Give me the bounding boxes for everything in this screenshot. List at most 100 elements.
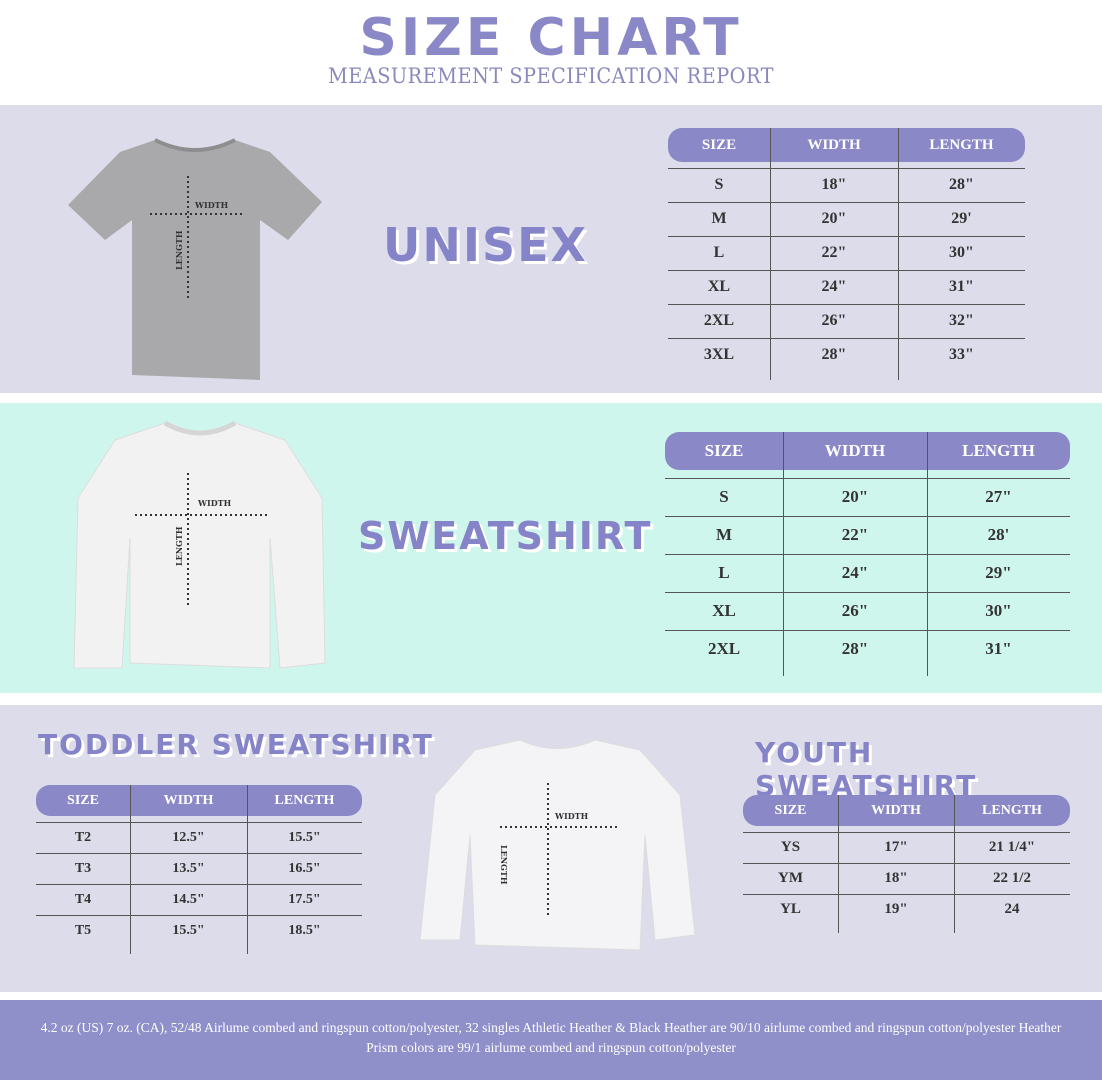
length-cell: 30"	[985, 601, 1012, 620]
row-divider	[743, 863, 1070, 864]
width-cell: 22"	[841, 525, 869, 544]
length-cell: 24	[1004, 901, 1020, 917]
width-cell: 18"	[884, 870, 908, 886]
row-divider	[36, 853, 362, 854]
table-row: XL 24" 31"	[668, 270, 1025, 304]
width-cell: 20"	[841, 487, 869, 506]
length-cell: 16.5"	[288, 860, 321, 876]
youth-title: YOUTH SWEATSHIRT	[755, 736, 978, 802]
size-cell: T2	[74, 829, 92, 845]
table-row: L 24" 29"	[665, 554, 1070, 592]
unisex-title: UNISEX	[383, 218, 588, 272]
size-cell: L	[718, 563, 730, 582]
row-divider	[36, 884, 362, 885]
column-header: LENGTH	[274, 792, 335, 808]
page-subtitle: MEASUREMENT SPECIFICATION REPORT	[328, 64, 774, 88]
table-row: L 22" 30"	[668, 236, 1025, 270]
size-cell: YS	[780, 839, 801, 855]
sweatshirt-image: WIDTH LENGTH	[73, 420, 326, 669]
size-cell: T4	[74, 891, 92, 907]
table-row: T5 15.5" 18.5"	[36, 915, 362, 946]
table-row: 2XL 28" 31"	[665, 630, 1070, 668]
size-cell: M	[711, 210, 727, 227]
width-label: WIDTH	[194, 200, 229, 210]
size-cell: XL	[712, 601, 736, 620]
row-divider	[665, 516, 1070, 517]
size-cell: T3	[74, 860, 92, 876]
width-cell: 26"	[841, 601, 869, 620]
length-label: LENGTH	[499, 845, 509, 885]
row-divider	[668, 270, 1025, 271]
length-cell: 31"	[985, 639, 1012, 658]
table-row: T4 14.5" 17.5"	[36, 884, 362, 915]
sweatshirt-title: SWEATSHIRT	[358, 514, 653, 558]
width-cell: 22"	[821, 244, 847, 261]
size-cell: L	[713, 244, 725, 261]
unisex-size-table: SIZE WIDTH LENGTH S 18" 28" M 20" 29' L 22" 30" XL 24…	[668, 128, 1025, 380]
size-cell: 2XL	[703, 312, 735, 329]
size-cell: YL	[780, 901, 801, 917]
column-divider	[898, 128, 899, 380]
table-header: SIZE WIDTH LENGTH	[743, 795, 1070, 826]
column-header: SIZE	[704, 441, 744, 460]
toddler-size-table: SIZE WIDTH LENGTH T2 12.5" 15.5" T3 13.5" 16.5" T…	[36, 785, 362, 954]
row-divider	[668, 236, 1025, 237]
length-cell: 30"	[949, 244, 974, 261]
fabric-info-text: 4.2 oz (US) 7 oz. (CA), 52/48 Airlume co…	[40, 1020, 1062, 1055]
width-cell: 12.5"	[172, 829, 205, 845]
fabric-info-footer: 4.2 oz (US) 7 oz. (CA), 52/48 Airlume co…	[0, 1000, 1102, 1080]
table-row: M 20" 29'	[668, 202, 1025, 236]
column-header: WIDTH	[807, 136, 861, 153]
tshirt-image: WIDTH LENGTH	[68, 138, 322, 380]
column-header: WIDTH	[871, 802, 921, 818]
length-cell: 31"	[949, 278, 974, 295]
length-label: LENGTH	[174, 230, 184, 270]
table-row: S 18" 28"	[668, 168, 1025, 202]
length-cell: 29"	[985, 563, 1012, 582]
column-header: SIZE	[67, 792, 99, 808]
youth-size-table: SIZE WIDTH LENGTH YS 17" 21 1/4" YM 18" 22 1/2 YL…	[743, 795, 1070, 933]
sweatshirt-size-table: SIZE WIDTH LENGTH S 20" 27" M 22" 28' L 24" 29" XL 26…	[665, 432, 1070, 676]
row-divider	[665, 478, 1070, 479]
table-row: XL 26" 30"	[665, 592, 1070, 630]
width-cell: 24"	[841, 563, 869, 582]
size-cell: 3XL	[703, 346, 735, 363]
length-cell: 17.5"	[288, 891, 321, 907]
size-cell: S	[719, 487, 729, 506]
row-divider	[665, 630, 1070, 631]
table-row: YL 19" 24	[743, 894, 1070, 925]
length-cell: 28"	[949, 176, 974, 193]
width-cell: 28"	[821, 346, 847, 363]
column-header: LENGTH	[962, 441, 1035, 460]
width-cell: 19"	[884, 901, 908, 917]
size-cell: M	[715, 525, 733, 544]
width-cell: 24"	[821, 278, 847, 295]
table-row: T2 12.5" 15.5"	[36, 822, 362, 853]
row-divider	[665, 554, 1070, 555]
table-row: 3XL 28" 33"	[668, 338, 1025, 372]
length-cell: 18.5"	[288, 922, 321, 938]
column-header: WIDTH	[163, 792, 214, 808]
width-cell: 26"	[821, 312, 847, 329]
kids-sweatshirt-image: WIDTH LENGTH	[419, 739, 696, 951]
size-cell: S	[714, 176, 724, 193]
width-cell: 17"	[884, 839, 908, 855]
width-cell: 18"	[821, 176, 847, 193]
page-title: SIZE CHART	[359, 8, 743, 68]
table-row: M 22" 28'	[665, 516, 1070, 554]
length-cell: 28'	[987, 525, 1010, 544]
length-cell: 22 1/2	[993, 870, 1031, 886]
size-cell: T5	[74, 922, 92, 938]
length-cell: 32"	[949, 312, 974, 329]
size-cell: YM	[778, 870, 803, 886]
column-divider	[954, 795, 955, 933]
table-row: T3 13.5" 16.5"	[36, 853, 362, 884]
table-row: YM 18" 22 1/2	[743, 863, 1070, 894]
width-cell: 13.5"	[172, 860, 205, 876]
table-row: YS 17" 21 1/4"	[743, 832, 1070, 863]
width-cell: 28"	[841, 639, 869, 658]
length-cell: 33"	[949, 346, 974, 363]
length-label: LENGTH	[174, 526, 184, 566]
width-label: WIDTH	[197, 498, 232, 508]
column-divider	[247, 785, 248, 954]
